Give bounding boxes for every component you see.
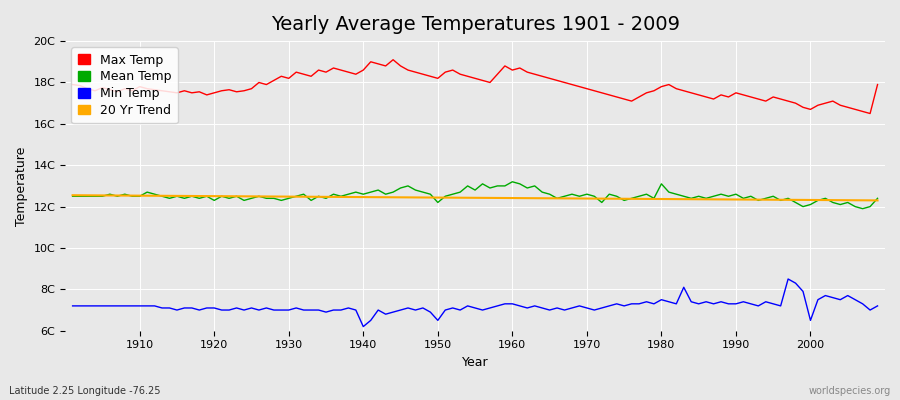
Legend: Max Temp, Mean Temp, Min Temp, 20 Yr Trend: Max Temp, Mean Temp, Min Temp, 20 Yr Tre…	[71, 47, 178, 123]
X-axis label: Year: Year	[462, 356, 489, 369]
Title: Yearly Average Temperatures 1901 - 2009: Yearly Average Temperatures 1901 - 2009	[271, 15, 680, 34]
Text: Latitude 2.25 Longitude -76.25: Latitude 2.25 Longitude -76.25	[9, 386, 160, 396]
Y-axis label: Temperature: Temperature	[15, 146, 28, 226]
Text: worldspecies.org: worldspecies.org	[809, 386, 891, 396]
